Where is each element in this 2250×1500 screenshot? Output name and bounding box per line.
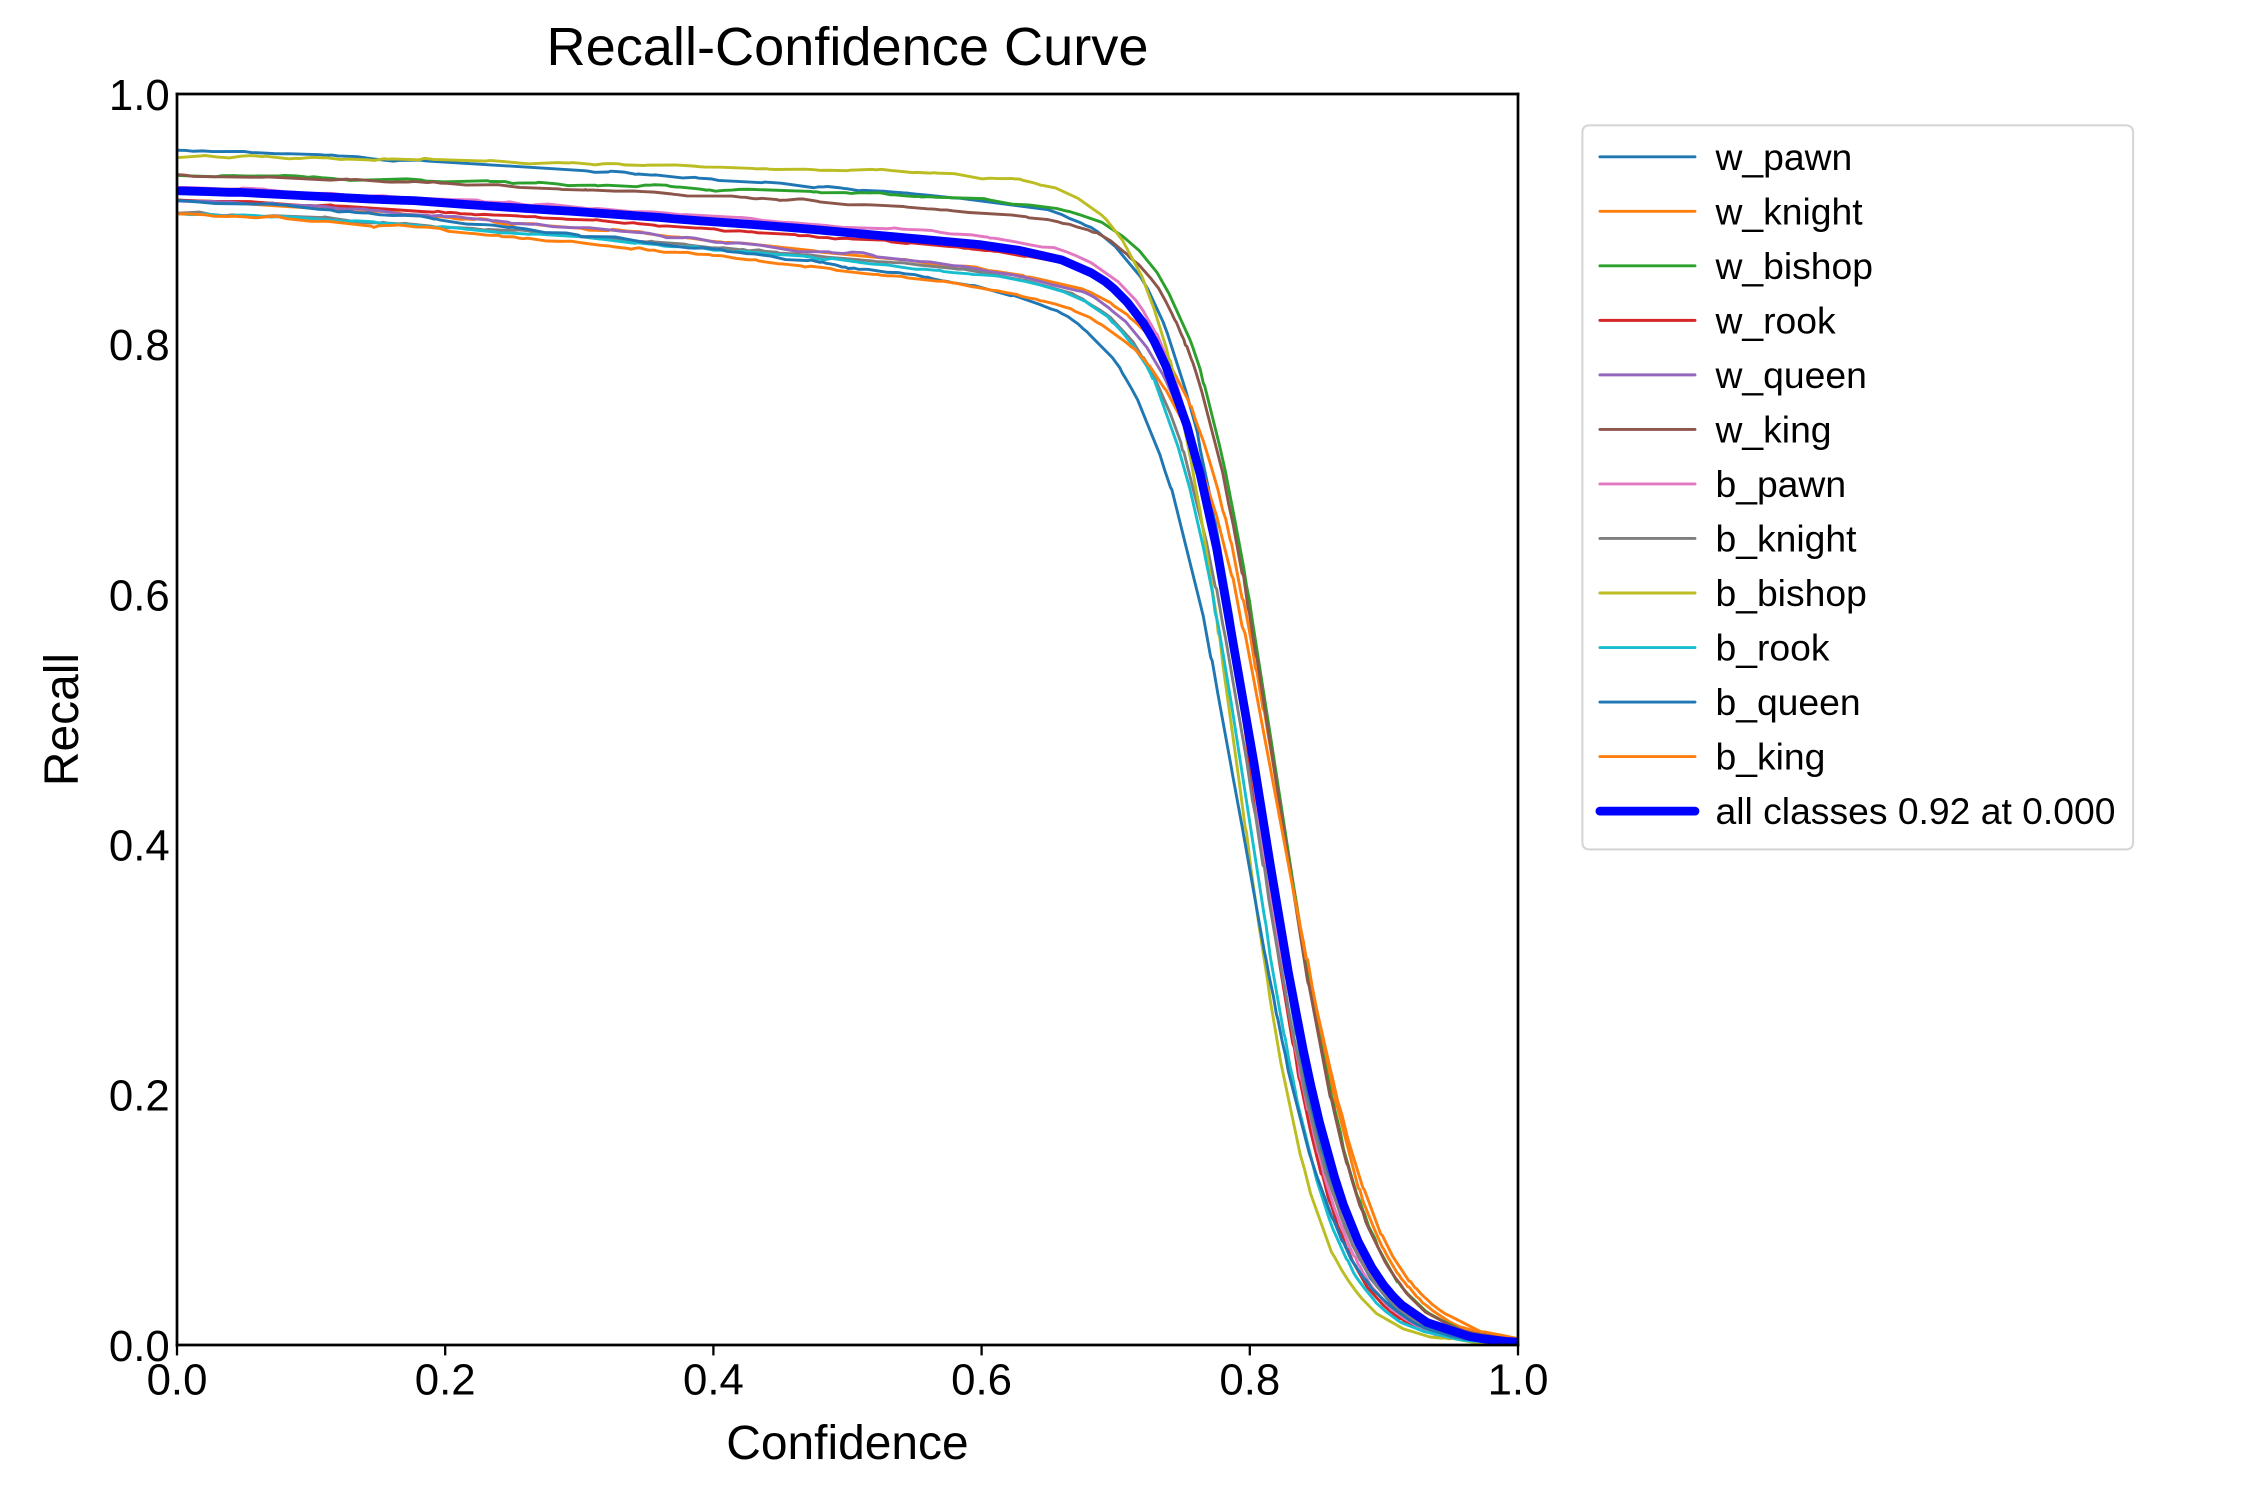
svg-text:0.6: 0.6 xyxy=(109,571,170,620)
svg-text:w_rook: w_rook xyxy=(1714,299,1836,341)
svg-text:b_knight: b_knight xyxy=(1715,518,1857,560)
svg-text:1.0: 1.0 xyxy=(1488,1355,1549,1404)
svg-text:0.0: 0.0 xyxy=(109,1322,170,1371)
svg-text:Recall: Recall xyxy=(36,653,89,786)
svg-text:0.2: 0.2 xyxy=(415,1355,476,1404)
svg-text:0.4: 0.4 xyxy=(109,821,170,870)
svg-text:w_queen: w_queen xyxy=(1714,354,1866,396)
svg-text:w_bishop: w_bishop xyxy=(1714,245,1873,287)
svg-text:b_pawn: b_pawn xyxy=(1715,463,1846,505)
svg-text:b_rook: b_rook xyxy=(1715,627,1829,669)
svg-text:0.6: 0.6 xyxy=(951,1355,1012,1404)
svg-text:w_pawn: w_pawn xyxy=(1714,136,1852,178)
svg-text:w_king: w_king xyxy=(1714,408,1831,450)
svg-text:1.0: 1.0 xyxy=(109,71,170,120)
svg-text:Recall-Confidence Curve: Recall-Confidence Curve xyxy=(546,17,1148,77)
svg-text:w_knight: w_knight xyxy=(1714,190,1863,232)
svg-text:b_bishop: b_bishop xyxy=(1715,572,1866,614)
svg-text:0.8: 0.8 xyxy=(109,321,170,370)
svg-text:b_queen: b_queen xyxy=(1715,681,1860,723)
svg-text:0.2: 0.2 xyxy=(109,1072,170,1121)
svg-text:b_king: b_king xyxy=(1715,736,1825,778)
svg-text:Confidence: Confidence xyxy=(726,1417,968,1470)
svg-text:all classes 0.92 at 0.000: all classes 0.92 at 0.000 xyxy=(1715,790,2115,832)
svg-text:0.4: 0.4 xyxy=(683,1355,744,1404)
svg-text:0.8: 0.8 xyxy=(1219,1355,1280,1404)
